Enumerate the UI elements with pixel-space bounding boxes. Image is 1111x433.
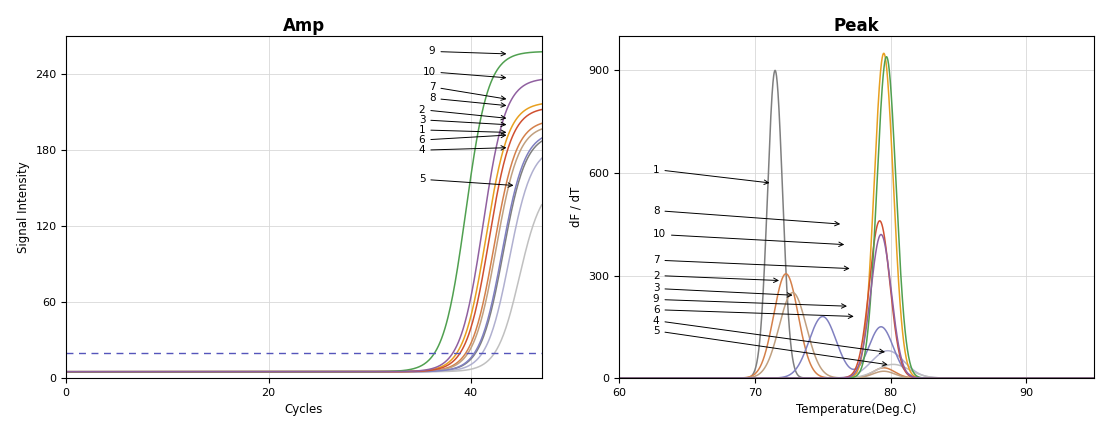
- Text: 8: 8: [653, 206, 839, 226]
- Text: 8: 8: [429, 93, 506, 107]
- Text: 3: 3: [653, 284, 792, 297]
- Text: 4: 4: [653, 316, 884, 353]
- Text: 5: 5: [419, 174, 512, 187]
- Text: 3: 3: [419, 115, 506, 126]
- Text: 10: 10: [653, 229, 843, 246]
- Title: Peak: Peak: [833, 16, 880, 35]
- Text: 1: 1: [419, 125, 506, 135]
- Y-axis label: Signal Intensity: Signal Intensity: [17, 161, 30, 253]
- Text: 4: 4: [419, 145, 506, 155]
- Text: 1: 1: [653, 165, 769, 184]
- Text: 2: 2: [419, 105, 506, 120]
- Text: 9: 9: [653, 294, 845, 308]
- X-axis label: Temperature(Deg.C): Temperature(Deg.C): [797, 403, 917, 417]
- Text: 5: 5: [653, 326, 887, 366]
- Y-axis label: dF / dT: dF / dT: [570, 187, 582, 227]
- Title: Amp: Amp: [283, 16, 326, 35]
- X-axis label: Cycles: Cycles: [284, 403, 323, 417]
- Text: 2: 2: [653, 271, 778, 282]
- Text: 6: 6: [419, 133, 506, 145]
- Text: 7: 7: [429, 82, 506, 100]
- Text: 7: 7: [653, 255, 849, 271]
- Text: 9: 9: [429, 46, 506, 56]
- Text: 6: 6: [653, 305, 853, 318]
- Text: 10: 10: [422, 67, 506, 80]
